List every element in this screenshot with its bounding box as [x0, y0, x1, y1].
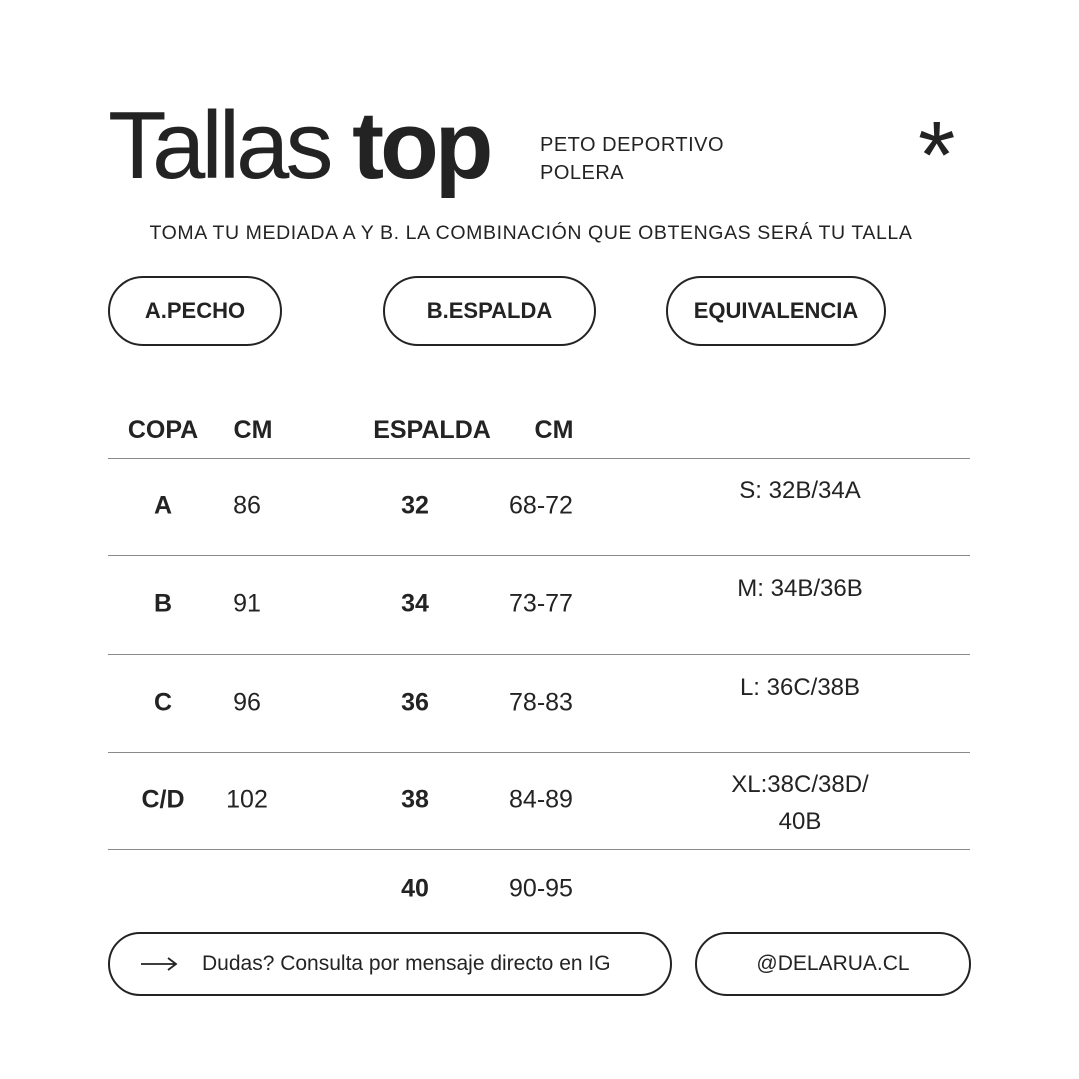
equivalencia-line: S: 32B/34A [739, 477, 861, 504]
row-divider [108, 458, 970, 459]
cell-equivalencia: L: 36C/38B [690, 669, 910, 706]
cell-espalda-cm: 73-77 [509, 589, 573, 618]
cell-copa: B [153, 589, 173, 618]
subtitle-line-2: POLERA [540, 162, 625, 184]
row-divider [108, 654, 970, 655]
cell-equivalencia: S: 32B/34A [690, 472, 910, 509]
equivalencia-line: XL:38C/38D/ [731, 771, 869, 798]
header-copa: COPA [127, 416, 199, 444]
equivalencia-line: 40B [778, 808, 822, 835]
arrow-right-icon [141, 957, 178, 971]
row-divider [108, 849, 970, 850]
instruction-text: TOMA TU MEDIADA A Y B. LA COMBINACIÓN QU… [149, 222, 913, 244]
contact-text: Dudas? Consulta por mensaje directo en I… [202, 952, 611, 975]
equivalencia-line: L: 36C/38B [739, 674, 861, 701]
cell-espalda-cm: 84-89 [509, 785, 573, 814]
cell-copa: C [153, 688, 173, 717]
header-cm: CM [233, 416, 273, 444]
cell-cm: 91 [233, 589, 261, 618]
cell-espalda: 36 [401, 688, 429, 717]
cell-espalda-cm: 68-72 [509, 491, 573, 520]
cell-cm: 102 [226, 785, 268, 814]
subtitle-line-1: PETO DEPORTIVO [540, 134, 725, 156]
equivalencia-line: M: 34B/36B [737, 575, 863, 602]
cell-espalda-cm: 90-95 [509, 874, 573, 903]
cell-cm: 86 [233, 491, 261, 520]
cell-equivalencia: XL:38C/38D/40B [690, 766, 910, 840]
page-title: Tallas top [108, 98, 493, 194]
section-pecho: A.PECHO [108, 276, 282, 346]
row-divider [108, 555, 970, 556]
row-divider [108, 752, 970, 753]
cell-copa: C/D [141, 785, 185, 814]
header-espalda-cm: CM [534, 416, 574, 444]
cell-copa: A [153, 491, 173, 520]
section-equivalencia: EQUIVALENCIA [666, 276, 886, 346]
cell-espalda: 32 [401, 491, 429, 520]
asterisk-icon: * [918, 102, 956, 209]
section-espalda: B.ESPALDA [383, 276, 596, 346]
cell-espalda: 38 [401, 785, 429, 814]
cell-espalda: 40 [401, 874, 429, 903]
header-espalda: ESPALDA [373, 416, 491, 444]
contact-banner[interactable]: Dudas? Consulta por mensaje directo en I… [108, 932, 672, 996]
cell-espalda-cm: 78-83 [509, 688, 573, 717]
cell-cm: 96 [233, 688, 261, 717]
title-bold: top [352, 92, 493, 199]
instagram-handle: @DELARUA.CL [756, 952, 910, 975]
instagram-handle-button[interactable]: @DELARUA.CL [695, 932, 971, 996]
cell-espalda: 34 [401, 589, 429, 618]
title-light: Tallas [108, 92, 333, 199]
cell-equivalencia: M: 34B/36B [690, 570, 910, 607]
